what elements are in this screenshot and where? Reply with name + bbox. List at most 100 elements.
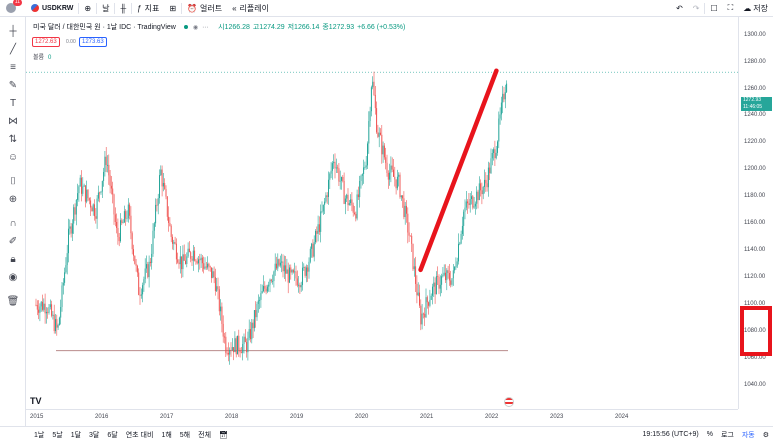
legend-low: 저1266.14 — [287, 24, 320, 31]
candle-body — [291, 270, 293, 273]
layout-toggle-button[interactable]: ☐ — [705, 0, 722, 17]
magnet-icon[interactable]: ∩ — [9, 218, 17, 229]
range-button[interactable]: 1해 — [161, 431, 172, 439]
candle-body — [295, 271, 297, 279]
lock-icon[interactable]: 🔒︎ — [10, 254, 16, 265]
eye-icon[interactable]: ◉ — [8, 272, 18, 283]
candle-body — [168, 216, 170, 223]
range-button[interactable]: 3달 — [89, 431, 100, 439]
candle-body — [302, 267, 303, 286]
candle-body — [239, 350, 241, 353]
candle-body — [372, 81, 374, 88]
range-button[interactable]: 6달 — [107, 431, 118, 439]
candle-body — [320, 211, 322, 232]
plus-circle-icon: ⊕ — [84, 3, 92, 13]
time-axis[interactable]: TV 2015 2016 2017 2018 2019 2020 2021 2022 2023 2… — [26, 396, 738, 426]
candle-body — [456, 261, 458, 267]
auto-toggle[interactable]: 자동 — [741, 431, 755, 439]
time-axis-label: 2016 — [95, 414, 109, 420]
candle-body — [149, 261, 151, 264]
candle-body — [433, 282, 435, 287]
candle-body — [382, 145, 384, 155]
candle-body — [412, 243, 414, 270]
candle-body — [299, 284, 301, 288]
interval-button[interactable]: 날 — [97, 0, 114, 17]
candle-body — [334, 161, 336, 169]
range-button[interactable]: 1날 — [34, 431, 45, 439]
range-button[interactable]: 연초 대비 — [125, 431, 154, 439]
candle-body — [66, 253, 68, 266]
candle-body — [422, 313, 424, 315]
sell-price-button[interactable]: 1272.63 — [32, 37, 60, 47]
goto-date-button[interactable]: 📅︎ — [215, 431, 232, 439]
candle-body — [204, 266, 206, 269]
price-chart[interactable] — [26, 17, 738, 409]
brush-icon[interactable]: ✎ — [8, 80, 18, 91]
eye-icon[interactable]: ◉ — [192, 24, 199, 31]
candle-body — [133, 249, 134, 256]
range-button[interactable]: 전체 — [198, 431, 212, 439]
candle-body — [318, 224, 320, 232]
price-axis[interactable]: 1272.93 11:46:05 1300.00 1280.00 1260.00 12… — [738, 17, 773, 409]
undo-button[interactable]: ↶ — [671, 0, 688, 17]
chart-type-button[interactable]: ╫ — [115, 0, 131, 17]
forecast-icon[interactable]: ⇅ — [8, 134, 18, 145]
emoji-icon[interactable]: ☺ — [7, 152, 19, 163]
range-button[interactable]: 5해 — [179, 431, 191, 439]
candle-body — [252, 322, 254, 329]
candle-body — [279, 262, 281, 266]
buy-price-button[interactable]: 1273.63 — [79, 37, 107, 47]
indicators-button[interactable]: ƒ 지표 — [132, 0, 164, 17]
symbol-search-button[interactable]: USDKRW — [26, 0, 78, 17]
candle-body — [341, 176, 342, 181]
candle-body — [148, 261, 150, 278]
candle-body — [207, 263, 209, 268]
chart-settings-button[interactable]: ⚙ — [759, 431, 773, 439]
candle-body — [62, 282, 64, 286]
zoom-in-icon[interactable]: ⊕ — [8, 194, 18, 205]
pattern-icon[interactable]: ⋈ — [8, 116, 18, 127]
candle-body — [390, 165, 392, 173]
clock[interactable]: 19:15:56 (UTC+9) — [642, 431, 699, 438]
candle-body — [337, 167, 339, 169]
candle-body — [225, 336, 227, 353]
range-button[interactable]: 1달 — [70, 431, 82, 439]
candle-body — [42, 301, 43, 310]
more-icon[interactable]: ⋯ — [202, 24, 209, 31]
range-button[interactable]: 5날 — [52, 431, 63, 439]
trash-icon[interactable]: 🗑︎ — [6, 296, 20, 307]
candle-body — [39, 306, 41, 313]
spread-value: 0.00 — [66, 39, 76, 45]
text-icon[interactable]: T — [9, 98, 17, 109]
crosshair-icon[interactable]: ┼ — [9, 26, 17, 37]
candle-body — [91, 207, 93, 212]
candle-body — [500, 102, 502, 115]
candle-body — [117, 227, 119, 237]
candle-body — [270, 279, 272, 282]
candle-body — [425, 297, 427, 318]
price-axis-label: 1200.00 — [744, 166, 766, 173]
replay-button[interactable]: « 리플레이 — [227, 0, 274, 17]
log-toggle[interactable]: 로그 — [720, 431, 734, 439]
candle-body — [350, 199, 352, 204]
candle-body — [56, 319, 58, 328]
ruler-icon[interactable]: ⌷ — [10, 176, 16, 187]
candle-body — [165, 188, 167, 197]
user-avatar[interactable]: 11 — [6, 0, 22, 13]
calendar-icon: 📅︎ — [219, 431, 228, 439]
candle-body — [503, 93, 505, 100]
horizontal-lines-icon[interactable]: ≡ — [10, 62, 16, 73]
chart-pane[interactable] — [26, 17, 738, 409]
candle-body — [201, 257, 203, 264]
alert-button[interactable]: ⏰ 얼러트 — [182, 0, 227, 17]
fullscreen-button[interactable]: ⛶ — [723, 0, 739, 17]
candle-body — [101, 180, 103, 192]
trend-line-icon[interactable]: ╱ — [9, 44, 17, 55]
percent-toggle[interactable]: % — [706, 431, 713, 438]
layouts-button[interactable]: ⊞ — [164, 0, 181, 17]
redo-button[interactable]: ↷ — [688, 0, 705, 17]
compare-symbol-button[interactable]: ⊕ — [79, 0, 96, 17]
save-button[interactable]: ☁ 저장 — [738, 0, 773, 17]
candle-body — [218, 289, 220, 312]
stay-drawing-icon[interactable]: ✐ — [8, 236, 18, 247]
